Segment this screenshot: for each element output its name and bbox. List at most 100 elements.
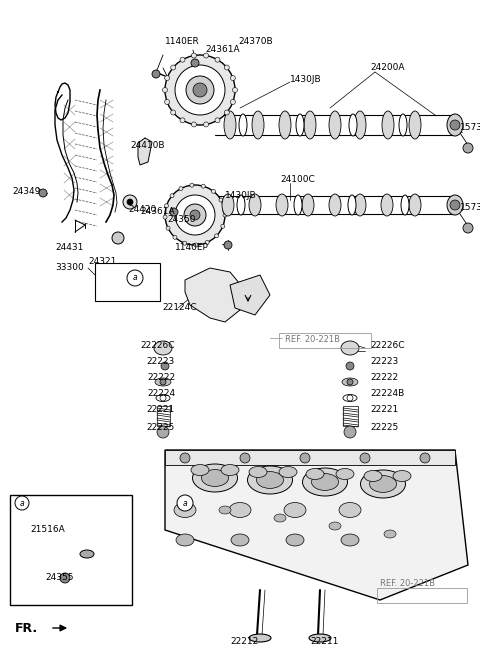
- Ellipse shape: [393, 471, 411, 482]
- Circle shape: [165, 204, 168, 208]
- Ellipse shape: [252, 111, 264, 139]
- Text: 24350: 24350: [167, 215, 195, 225]
- Text: 1573GG: 1573GG: [460, 204, 480, 212]
- Circle shape: [190, 210, 200, 220]
- Text: 22224B: 22224B: [370, 389, 404, 398]
- Circle shape: [177, 495, 193, 511]
- Circle shape: [463, 143, 473, 153]
- Circle shape: [192, 53, 196, 58]
- Ellipse shape: [279, 467, 297, 478]
- Ellipse shape: [296, 114, 304, 136]
- Text: 22221: 22221: [147, 406, 175, 415]
- Circle shape: [180, 118, 185, 123]
- Bar: [157, 406, 170, 426]
- Ellipse shape: [329, 111, 341, 139]
- Circle shape: [161, 362, 169, 370]
- Ellipse shape: [249, 194, 261, 216]
- Circle shape: [171, 110, 176, 115]
- Circle shape: [230, 75, 235, 80]
- Circle shape: [223, 213, 227, 217]
- Ellipse shape: [202, 470, 228, 486]
- Circle shape: [360, 453, 370, 463]
- Text: 24355: 24355: [45, 574, 73, 583]
- Ellipse shape: [231, 534, 249, 546]
- Ellipse shape: [312, 474, 338, 491]
- Ellipse shape: [174, 502, 196, 517]
- Circle shape: [127, 270, 143, 286]
- Ellipse shape: [409, 111, 421, 139]
- Ellipse shape: [341, 534, 359, 546]
- Text: 21516A: 21516A: [30, 526, 65, 535]
- Text: REF. 20-221B: REF. 20-221B: [380, 578, 435, 587]
- Circle shape: [201, 184, 205, 188]
- Ellipse shape: [229, 502, 251, 517]
- Circle shape: [180, 57, 185, 62]
- Ellipse shape: [447, 114, 463, 136]
- Ellipse shape: [364, 471, 382, 482]
- Circle shape: [166, 226, 170, 230]
- Ellipse shape: [382, 111, 394, 139]
- Ellipse shape: [274, 514, 286, 522]
- Ellipse shape: [399, 114, 407, 136]
- Circle shape: [173, 236, 177, 239]
- Text: 24410B: 24410B: [130, 140, 165, 149]
- Circle shape: [152, 70, 160, 78]
- Text: a: a: [132, 273, 137, 282]
- Text: 22226C: 22226C: [370, 341, 405, 350]
- Ellipse shape: [279, 111, 291, 139]
- Ellipse shape: [342, 378, 358, 386]
- Text: a: a: [20, 498, 24, 508]
- Ellipse shape: [286, 534, 304, 546]
- Circle shape: [163, 88, 168, 93]
- Circle shape: [175, 65, 225, 115]
- Circle shape: [163, 215, 167, 219]
- Ellipse shape: [306, 469, 324, 480]
- Ellipse shape: [237, 195, 245, 215]
- Circle shape: [223, 209, 227, 213]
- Circle shape: [165, 75, 169, 80]
- Ellipse shape: [239, 114, 247, 136]
- Text: 22225: 22225: [370, 424, 398, 432]
- Text: 24370B: 24370B: [238, 38, 273, 47]
- Ellipse shape: [401, 195, 409, 215]
- Text: 24361A: 24361A: [140, 208, 175, 217]
- Circle shape: [347, 379, 353, 385]
- Circle shape: [165, 185, 225, 245]
- Text: 22225: 22225: [147, 424, 175, 432]
- Circle shape: [463, 223, 473, 233]
- Circle shape: [221, 225, 225, 228]
- Circle shape: [192, 122, 196, 127]
- Ellipse shape: [224, 111, 236, 139]
- Circle shape: [15, 496, 29, 510]
- Circle shape: [165, 55, 235, 125]
- Circle shape: [180, 453, 190, 463]
- Ellipse shape: [354, 111, 366, 139]
- Text: 1430JB: 1430JB: [225, 191, 257, 199]
- Circle shape: [204, 53, 209, 58]
- Ellipse shape: [249, 467, 267, 478]
- Ellipse shape: [222, 194, 234, 216]
- Ellipse shape: [219, 506, 231, 514]
- Text: 22212: 22212: [230, 637, 258, 646]
- Circle shape: [175, 195, 215, 235]
- Circle shape: [204, 122, 209, 127]
- Ellipse shape: [370, 476, 396, 493]
- Circle shape: [193, 83, 207, 97]
- Text: 22223: 22223: [147, 358, 175, 367]
- Circle shape: [60, 573, 70, 583]
- Circle shape: [191, 59, 199, 67]
- Circle shape: [215, 57, 220, 62]
- Text: 1430JB: 1430JB: [290, 75, 322, 84]
- Text: 22222: 22222: [370, 374, 398, 382]
- Circle shape: [300, 453, 310, 463]
- Bar: [95, 263, 160, 301]
- Ellipse shape: [155, 378, 171, 386]
- Ellipse shape: [329, 194, 341, 216]
- Ellipse shape: [221, 465, 239, 476]
- Ellipse shape: [192, 464, 238, 492]
- Text: 24361A: 24361A: [205, 45, 240, 55]
- Ellipse shape: [302, 468, 348, 496]
- Circle shape: [224, 241, 232, 249]
- Circle shape: [127, 199, 133, 205]
- Circle shape: [224, 110, 229, 115]
